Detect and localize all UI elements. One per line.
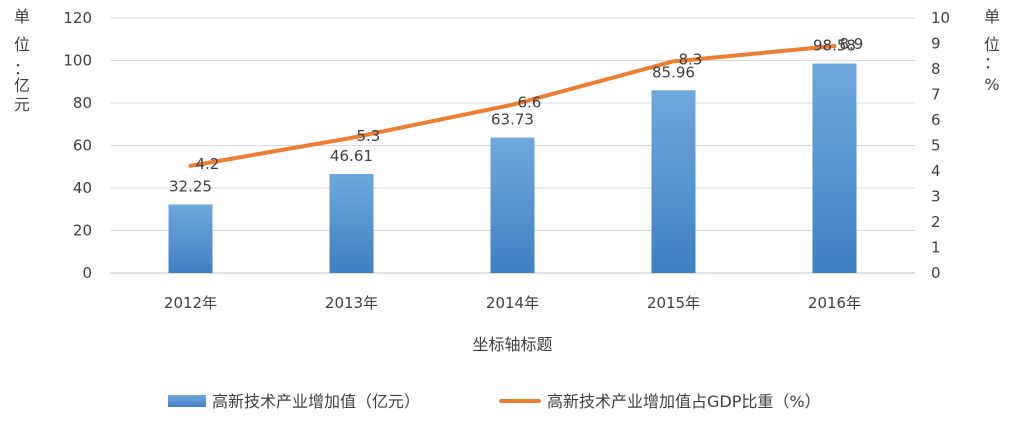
left-axis-title-char: 亿 xyxy=(14,76,30,95)
right-tick-label: 8 xyxy=(931,60,941,78)
right-tick-label: 6 xyxy=(931,111,941,129)
left-tick-label: 20 xyxy=(73,222,92,240)
line-data-label: 4.2 xyxy=(196,155,220,173)
bar-data-label: 32.25 xyxy=(169,177,212,195)
x-tick-label: 2012年 xyxy=(164,294,217,312)
bar-series xyxy=(169,64,857,273)
right-tick-label: 0 xyxy=(931,264,941,282)
left-axis-title-char: 单 xyxy=(14,7,30,26)
left-axis-title-char: 元 xyxy=(14,95,30,114)
bar xyxy=(652,90,696,273)
right-axis-title-char: 位 xyxy=(984,35,1000,54)
left-axis-title-char: 位 xyxy=(14,35,30,54)
x-tick-label: 2014年 xyxy=(486,294,539,312)
right-tick-label: 2 xyxy=(931,213,941,231)
legend: 高新技术产业增加值（亿元） 高新技术产业增加值占GDP比重（%） xyxy=(168,392,821,411)
x-axis-title: 坐标轴标题 xyxy=(472,335,552,354)
bar xyxy=(813,64,857,273)
right-axis-title-char: % xyxy=(984,75,999,94)
bar xyxy=(330,174,374,273)
right-tick-label: 1 xyxy=(931,239,941,257)
legend-bar-label: 高新技术产业增加值（亿元） xyxy=(212,392,420,411)
left-axis-ticks: 0 20 40 60 80 100 120 xyxy=(63,9,92,282)
line-data-label: 8.9 xyxy=(840,35,864,53)
left-tick-label: 0 xyxy=(82,264,92,282)
x-axis-ticks: 2012年 2013年 2014年 2015年 2016年 xyxy=(164,294,861,312)
bar-data-label: 63.73 xyxy=(491,111,534,129)
right-tick-label: 3 xyxy=(931,188,941,206)
left-tick-label: 60 xyxy=(73,137,92,155)
bar xyxy=(169,204,213,273)
right-axis-ticks: 0 1 2 3 4 5 6 7 8 9 10 xyxy=(931,9,950,282)
right-axis-title-char: 单 xyxy=(984,7,1000,26)
line-data-label: 5.3 xyxy=(357,127,381,145)
right-tick-label: 7 xyxy=(931,86,941,104)
bar xyxy=(491,138,535,273)
left-tick-label: 120 xyxy=(63,9,92,27)
left-tick-label: 80 xyxy=(73,94,92,112)
left-tick-label: 100 xyxy=(63,52,92,70)
left-tick-label: 40 xyxy=(73,179,92,197)
x-tick-label: 2013年 xyxy=(325,294,378,312)
x-tick-label: 2015年 xyxy=(647,294,700,312)
bar-data-label: 46.61 xyxy=(330,147,373,165)
right-tick-label: 9 xyxy=(931,35,941,53)
legend-bar-swatch xyxy=(168,395,206,407)
right-tick-label: 5 xyxy=(931,137,941,155)
right-tick-label: 4 xyxy=(931,162,941,180)
line-data-label: 8.3 xyxy=(679,50,703,68)
line-data-label: 6.6 xyxy=(518,94,542,112)
right-tick-label: 10 xyxy=(931,9,950,27)
legend-line-label: 高新技术产业增加值占GDP比重（%） xyxy=(547,392,821,411)
right-axis-title-char: ： xyxy=(984,53,1000,72)
x-tick-label: 2016年 xyxy=(808,294,861,312)
